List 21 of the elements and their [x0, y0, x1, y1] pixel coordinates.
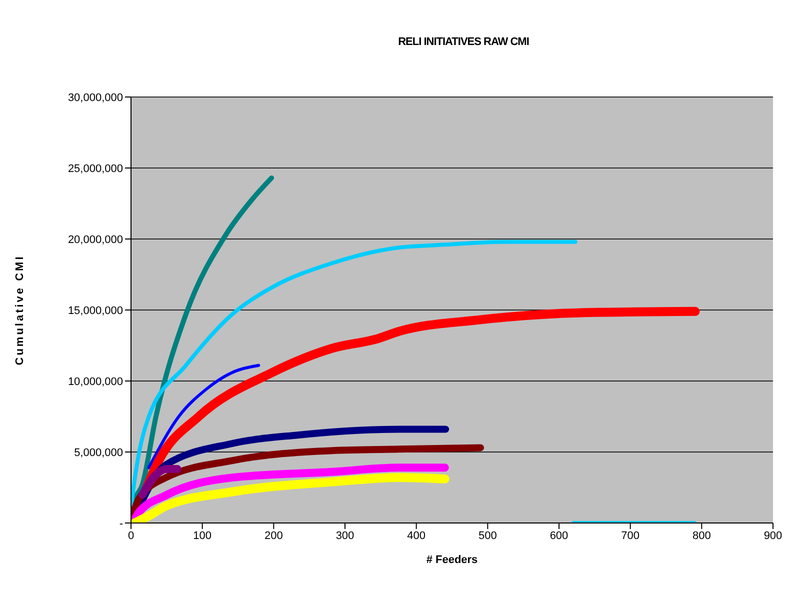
- y-tick-label: -: [119, 518, 124, 530]
- chart-title: RELI INITIATIVES RAW CMI: [397, 36, 530, 48]
- x-tick-label: 200: [264, 530, 283, 542]
- x-tick-label: 0: [128, 530, 134, 542]
- x-tick-label: 400: [407, 530, 426, 542]
- x-tick-label: 800: [692, 530, 711, 542]
- y-tick-label: 20,000,000: [68, 234, 123, 246]
- y-tick-label: 30,000,000: [68, 92, 123, 104]
- line-series: [147, 364, 260, 470]
- y-tick-label: 25,000,000: [68, 162, 123, 175]
- x-tick-label: 900: [764, 530, 782, 542]
- y-axis-title: Cumulative CMI: [14, 254, 26, 366]
- x-tick-label: 100: [193, 530, 212, 542]
- y-tick-label: 5,000,000: [74, 446, 123, 459]
- x-tick-label: 700: [621, 530, 640, 542]
- x-tick-label: 500: [478, 530, 497, 542]
- x-axis-title: # Feeders: [426, 554, 478, 566]
- x-tick-label: 300: [336, 530, 354, 542]
- x-tick-label: 600: [550, 530, 568, 542]
- y-tick-label: 15,000,000: [68, 304, 123, 317]
- y-tick-label: 10,000,000: [68, 376, 123, 388]
